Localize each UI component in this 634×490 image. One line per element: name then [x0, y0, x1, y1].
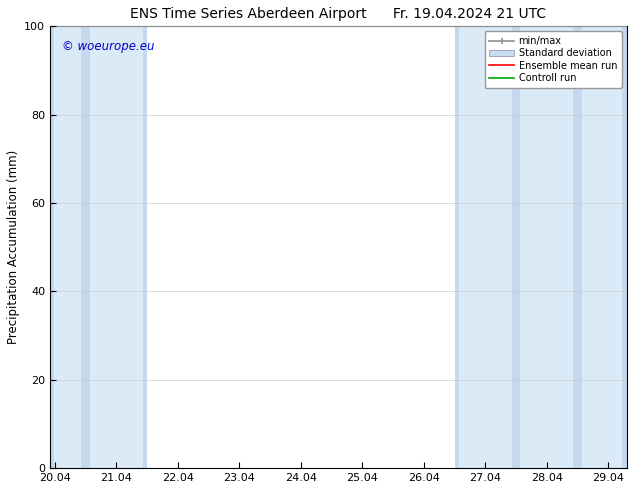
- Bar: [459, 26, 512, 468]
- Bar: [521, 26, 573, 468]
- Bar: [582, 26, 623, 468]
- Bar: [516, 26, 578, 468]
- Title: ENS Time Series Aberdeen Airport      Fr. 19.04.2024 21 UTC: ENS Time Series Aberdeen Airport Fr. 19.…: [131, 7, 547, 21]
- Bar: [55, 26, 81, 468]
- Legend: min/max, Standard deviation, Ensemble mean run, Controll run: min/max, Standard deviation, Ensemble me…: [484, 31, 622, 88]
- Bar: [90, 26, 143, 468]
- Text: © woeurope.eu: © woeurope.eu: [61, 40, 154, 52]
- Bar: [86, 26, 147, 468]
- Y-axis label: Precipitation Accumulation (mm): Precipitation Accumulation (mm): [7, 150, 20, 344]
- Bar: [455, 26, 516, 468]
- Bar: [50, 26, 86, 468]
- Bar: [578, 26, 627, 468]
